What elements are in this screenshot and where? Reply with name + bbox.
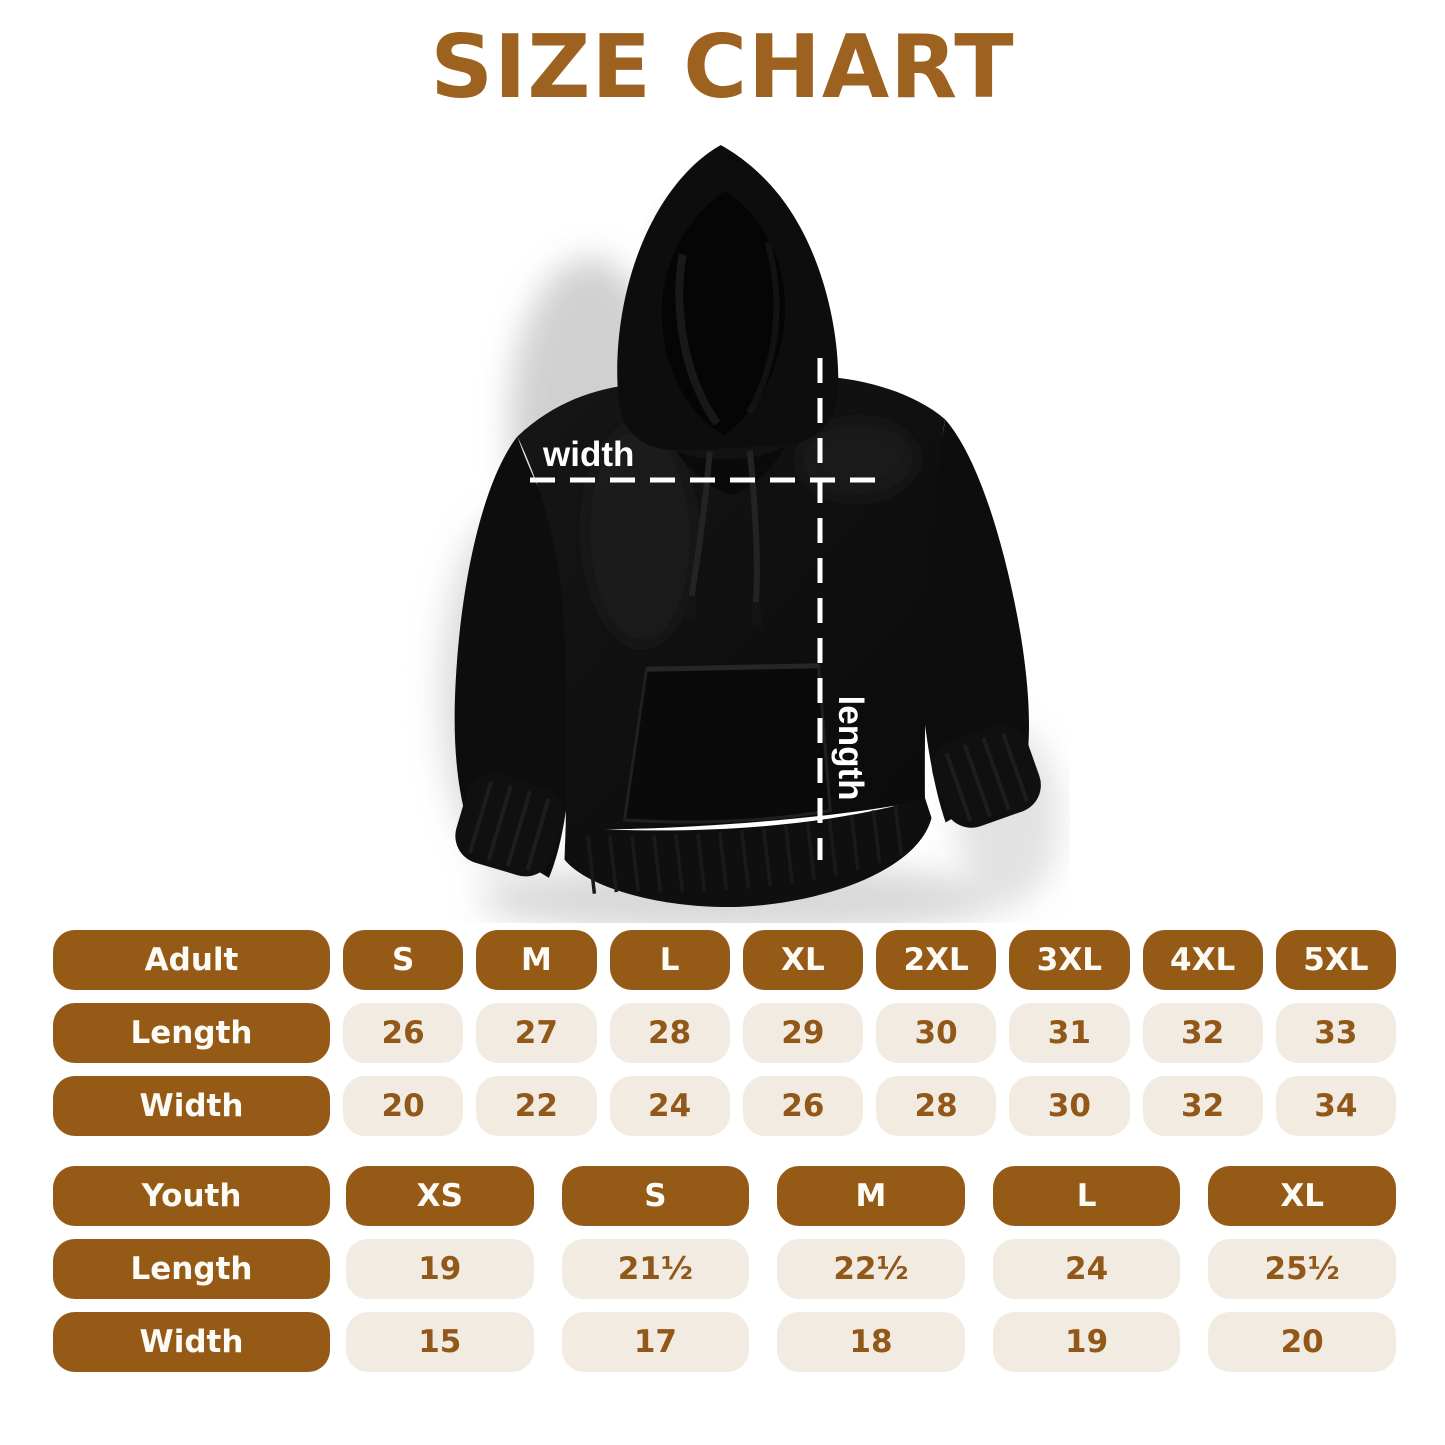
row-label-pill: Adult: [53, 930, 330, 990]
drawstring: [688, 450, 760, 603]
row-label-pill: Width: [53, 1312, 330, 1372]
hoodie-measurement-diagram: width length: [390, 133, 1070, 923]
youth-width-values: 15 17 18 19 20: [346, 1312, 1396, 1372]
adult-width-values: 20 22 24 26 28 30 32 34: [343, 1076, 1396, 1136]
hem-band: [564, 797, 932, 907]
adult-header-row: Adult S M L XL 2XL 3XL 4XL 5XL: [53, 930, 1396, 990]
size-header-pill: 4XL: [1142, 930, 1263, 990]
hood-drape: [675, 445, 786, 495]
adult-length-row: Length 26 27 28 29 30 31 32 33: [53, 1003, 1396, 1063]
size-value-pill: 25½: [1208, 1239, 1396, 1299]
size-value-pill: 18: [777, 1312, 965, 1372]
row-label-pill: Length: [53, 1239, 330, 1299]
size-value-pill: 22: [476, 1076, 597, 1136]
row-label-pill: Width: [53, 1076, 330, 1136]
size-header-pill: 2XL: [876, 930, 997, 990]
size-tables: Adult S M L XL 2XL 3XL 4XL 5XL Length 26…: [53, 930, 1396, 1385]
size-value-pill: 20: [1208, 1312, 1396, 1372]
size-header-pill: XL: [1208, 1166, 1396, 1226]
page-title: SIZE CHART: [430, 16, 1015, 118]
size-value-pill: 21½: [561, 1239, 750, 1299]
hem-ribbing: [586, 804, 904, 894]
size-value-pill: 20: [343, 1076, 464, 1136]
width-measure-label: width: [542, 435, 634, 474]
youth-length-row: Length 19 21½ 22½ 24 25½: [53, 1239, 1396, 1299]
size-value-pill: 29: [742, 1003, 863, 1063]
hoodie-photo: width length: [440, 145, 1060, 923]
size-value-pill: 33: [1275, 1003, 1396, 1063]
youth-header-row: Youth XS S M L XL: [53, 1166, 1396, 1226]
size-value-pill: 28: [609, 1003, 730, 1063]
size-header-pill: L: [992, 1166, 1181, 1226]
size-value-pill: 32: [1142, 1076, 1263, 1136]
youth-size-headers: XS S M L XL: [346, 1166, 1396, 1226]
size-header-pill: M: [777, 1166, 965, 1226]
adult-length-values: 26 27 28 29 30 31 32 33: [343, 1003, 1396, 1063]
hoodie-silhouette: [454, 145, 1041, 907]
row-label-pill: Length: [53, 1003, 330, 1063]
adult-size-table: Adult S M L XL 2XL 3XL 4XL 5XL Length 26…: [53, 930, 1396, 1136]
adult-width-row: Width 20 22 24 26 28 30 32 34: [53, 1076, 1396, 1136]
youth-size-table: Youth XS S M L XL Length 19 21½ 22½ 24 2…: [53, 1166, 1396, 1372]
kangaroo-pocket: [622, 664, 832, 824]
hood-lining-sheen: [675, 253, 721, 426]
size-value-pill: 32: [1142, 1003, 1263, 1063]
size-value-pill: 26: [742, 1076, 863, 1136]
size-value-pill: 22½: [777, 1239, 965, 1299]
pocket-top-seam: [646, 663, 819, 672]
size-value-pill: 31: [1009, 1003, 1130, 1063]
size-value-pill: 15: [346, 1312, 534, 1372]
size-header-pill: S: [561, 1166, 750, 1226]
size-value-pill: 30: [1009, 1076, 1130, 1136]
left-cuff: [455, 773, 564, 877]
size-value-pill: 27: [476, 1003, 597, 1063]
size-value-pill: 24: [992, 1239, 1181, 1299]
size-value-pill: 26: [343, 1003, 464, 1063]
size-header-pill: S: [343, 930, 464, 990]
hood-lining-sheen: [746, 241, 780, 414]
adult-size-headers: S M L XL 2XL 3XL 4XL 5XL: [343, 930, 1396, 990]
size-header-pill: 5XL: [1275, 930, 1396, 990]
size-header-pill: XS: [346, 1166, 534, 1226]
size-header-pill: XL: [742, 930, 863, 990]
youth-length-values: 19 21½ 22½ 24 25½: [346, 1239, 1396, 1299]
size-value-pill: 30: [876, 1003, 997, 1063]
size-header-pill: 3XL: [1009, 930, 1130, 990]
size-value-pill: 19: [346, 1239, 534, 1299]
youth-width-row: Width 15 17 18 19 20: [53, 1312, 1396, 1372]
size-value-pill: 19: [992, 1312, 1181, 1372]
length-measure-label: length: [831, 696, 870, 801]
size-value-pill: 34: [1275, 1076, 1396, 1136]
size-value-pill: 28: [876, 1076, 997, 1136]
size-header-pill: L: [609, 930, 730, 990]
size-value-pill: 17: [561, 1312, 750, 1372]
size-header-pill: M: [476, 930, 597, 990]
row-label-pill: Youth: [53, 1166, 330, 1226]
drawstring-aglet: [685, 595, 762, 628]
left-sleeve: [454, 436, 587, 878]
size-value-pill: 24: [609, 1076, 730, 1136]
right-cuff: [932, 725, 1041, 828]
